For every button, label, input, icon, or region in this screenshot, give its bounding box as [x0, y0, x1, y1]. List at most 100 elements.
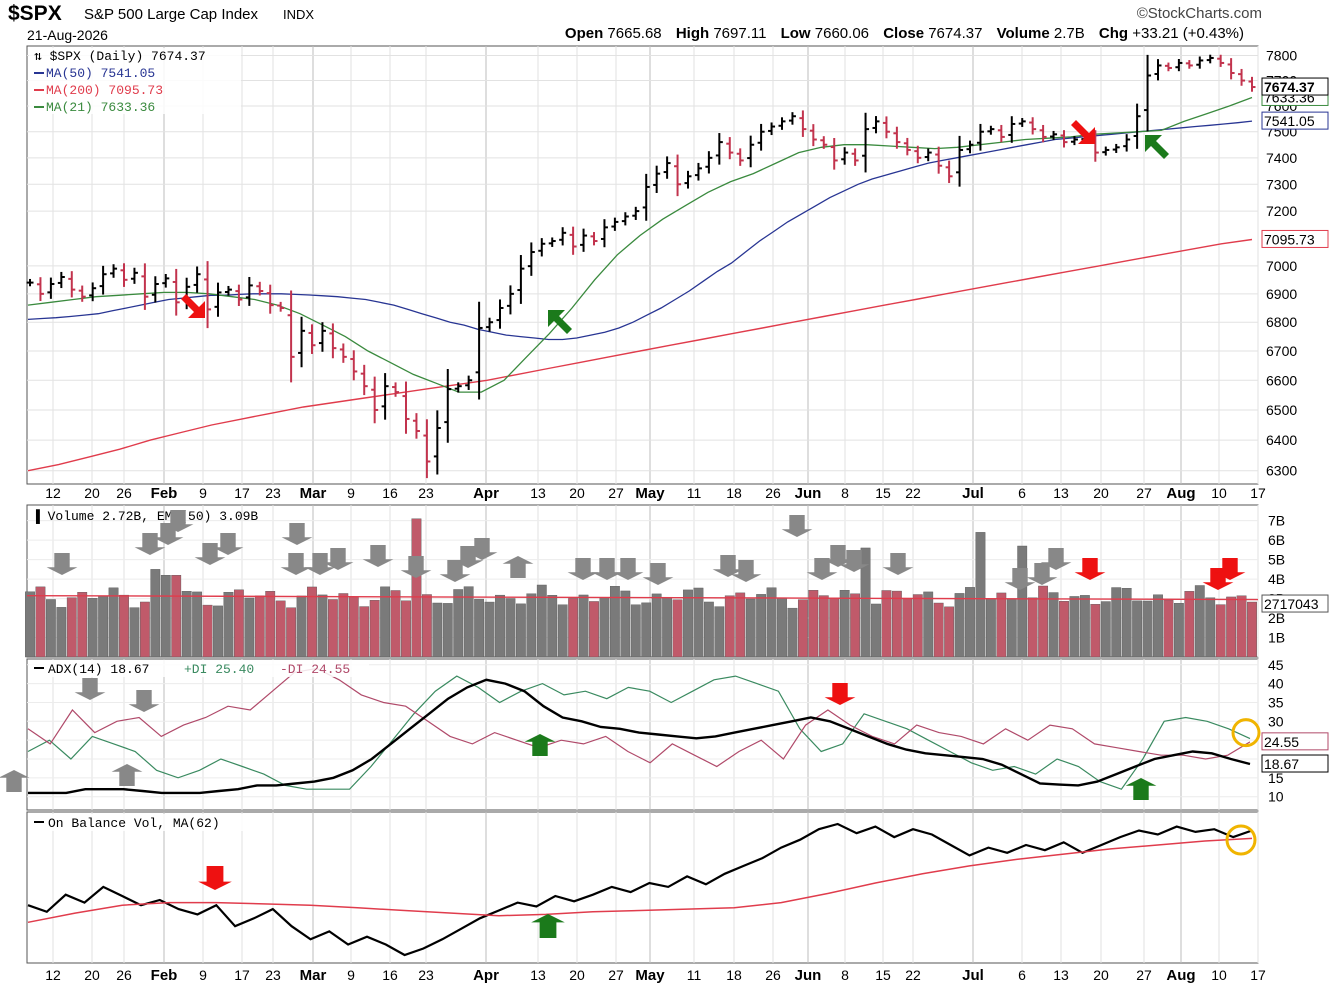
x-axis-bottom-tick-label: 9 — [347, 967, 355, 983]
ohlc-bar — [914, 145, 922, 164]
price-legend-bg — [29, 48, 241, 114]
x-axis-price-tick-label: Apr — [473, 485, 499, 502]
adx-legend: ADX(14) 18.67 +DI 25.40 -DI 24.55 — [29, 660, 369, 677]
volume-bar — [756, 594, 767, 658]
x-axis-price: 12 20 26 Feb 9 17 23 Mar 9 16 23 Apr 13 20 27 May 11 18 26… — [45, 485, 1266, 502]
ohlc-bar — [611, 217, 619, 231]
volume-bar — [327, 599, 338, 658]
brand-watermark: ©StockCharts.com — [1136, 5, 1262, 22]
price-axis-tick-label: 6300 — [1266, 463, 1297, 479]
adx-signal-arrow — [824, 683, 856, 705]
volume-bar — [254, 595, 265, 658]
volume-bar — [35, 586, 46, 658]
volume-value-tag-box — [1261, 594, 1329, 613]
volume-bar — [1184, 591, 1195, 658]
ohlc-bar — [392, 382, 400, 397]
ohlc-bar — [694, 162, 702, 181]
x-axis-price-tick-label: 6 — [1018, 485, 1026, 501]
ohlc-bar — [1196, 56, 1204, 69]
x-axis-bottom-tick-label: 10 — [1211, 967, 1227, 983]
ma50-value-tag: 7541.05 — [1264, 113, 1315, 129]
ohlc-bar — [705, 151, 713, 174]
volume-bar — [369, 600, 380, 658]
volume-gray-arrow — [362, 545, 394, 567]
volume-bar — [526, 593, 537, 658]
x-axis-bottom-tick-label: 15 — [875, 967, 891, 983]
obv-line — [27, 822, 1253, 957]
ohlc-bar — [736, 148, 744, 166]
volume-bar — [463, 586, 474, 658]
chg-value: +33.21 (+0.43%) — [1132, 25, 1244, 42]
volume-bar — [745, 598, 756, 658]
ohlc-bar — [371, 376, 379, 424]
ohlc-bar — [945, 160, 953, 184]
x-axis-price-tick-label: 9 — [199, 485, 207, 501]
x-axis-bottom: 12 20 26 Feb 9 17 23 Mar 9 16 23 Apr 13 20 27 May 11 18 26… — [45, 967, 1266, 984]
volume-bar — [45, 599, 56, 658]
ohlc-bar — [642, 173, 650, 221]
ohlc-bar — [433, 410, 441, 475]
price-axis-tick-label: 6800 — [1266, 314, 1297, 330]
ohlc-bar — [569, 226, 577, 255]
adx-buy-arrow — [1125, 778, 1157, 800]
volume-bar — [129, 607, 140, 658]
ohlc-bar — [663, 156, 671, 179]
volume-bar — [401, 600, 411, 658]
volume-bar — [286, 607, 297, 658]
adx-axis-tick-label: 30 — [1268, 713, 1284, 729]
sell-signal-arrow — [1071, 120, 1095, 144]
ohlc-bar — [600, 219, 608, 248]
volume-bar — [25, 591, 35, 658]
volume-bar — [651, 593, 662, 658]
volume-bar — [714, 606, 725, 658]
volume-bar — [139, 601, 150, 658]
volume-axis-tick-label: 2B — [1268, 610, 1285, 626]
price-axis-tick-label: 6400 — [1266, 432, 1297, 448]
adx-panel: 1015202530354045ADX(14) 18.67+DI 25.40-D… — [0, 657, 1329, 811]
x-axis-price-tick-label: 26 — [116, 485, 132, 501]
volume-bar — [735, 592, 746, 658]
ohlc-bar — [1185, 60, 1193, 69]
ohlc-bar — [653, 165, 661, 193]
volume-value: 2.7B — [1053, 25, 1085, 42]
volume-gray-arrow — [322, 548, 354, 570]
adx-gray-up-arrow — [0, 770, 30, 792]
x-axis-bottom-tick-label: 22 — [905, 967, 921, 983]
chart-header: $SPX S&P 500 Large Cap Index INDX 21-Aug… — [0, 0, 1330, 46]
close-label: Close — [883, 25, 925, 42]
volume-bar — [223, 592, 234, 658]
x-axis-price-tick-label: 10 — [1211, 485, 1227, 501]
x-axis-bottom-tick-label: 27 — [608, 967, 624, 983]
ma200-value-tag: 7095.73 — [1264, 231, 1315, 247]
volume-bar — [818, 595, 829, 658]
x-axis-price-tick-label: 11 — [687, 485, 702, 501]
adx-gray-up-arrow — [111, 764, 143, 786]
ohlc-bar — [287, 290, 295, 383]
close-value: 7674.37 — [928, 25, 983, 42]
volume-bar — [421, 594, 432, 658]
x-axis-bottom-tick-label: 23 — [265, 967, 281, 983]
volume-red-arrow — [1074, 558, 1106, 580]
volume-bar — [66, 597, 77, 658]
ohlc-bar — [1029, 117, 1037, 135]
adx-legend-bg — [29, 660, 369, 677]
volume-bar — [672, 599, 683, 658]
ohlc-bar — [1112, 143, 1120, 153]
ohlc-bar — [423, 419, 431, 479]
volume-bar — [630, 604, 641, 658]
high-label: High — [675, 25, 710, 42]
ohlc-bar — [726, 137, 734, 160]
open-value: 7665.68 — [607, 25, 662, 42]
volume-gray-arrow — [280, 553, 312, 575]
volume-gray-arrow — [838, 550, 870, 572]
volume-bar — [1142, 600, 1153, 658]
ohlc-bar — [318, 322, 326, 352]
volume-value-tag: 2717043 — [1264, 596, 1319, 612]
x-axis-bottom-tick-label: 26 — [765, 967, 781, 983]
ohlc-bar — [339, 343, 347, 363]
ohlc-bar — [1154, 59, 1162, 81]
ohlc-bar — [360, 364, 368, 396]
volume-bar — [1111, 587, 1122, 658]
ohlc-bar — [465, 375, 473, 390]
ohlc-bar — [882, 116, 890, 139]
